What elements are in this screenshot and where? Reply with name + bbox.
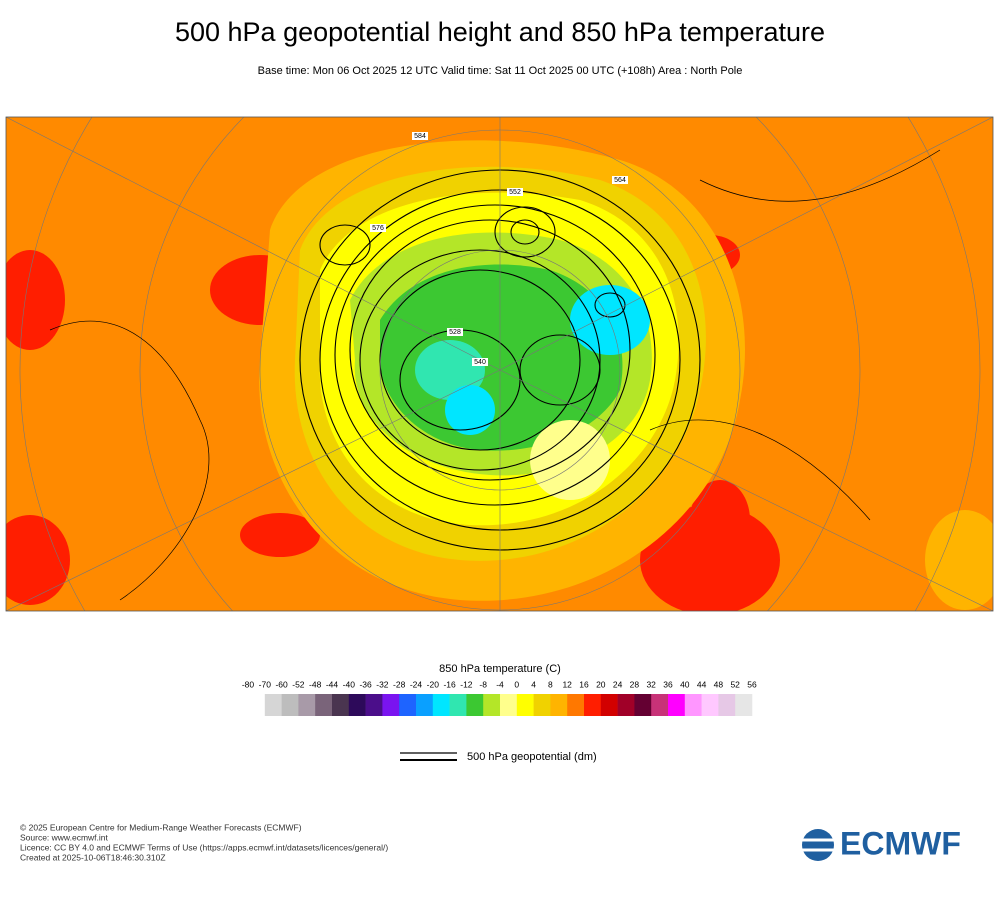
contour-legend-label: 500 hPa geopotential (dm) — [467, 751, 597, 763]
colorbar-tick-label: 24 — [613, 679, 623, 689]
colorbar-swatch — [365, 694, 383, 716]
colorbar-swatch — [668, 694, 686, 716]
colorbar-tick-label: 36 — [663, 679, 673, 689]
contour-label-box — [370, 224, 386, 232]
colorbar-tick-label: -32 — [376, 679, 389, 689]
colorbar-swatch — [533, 694, 551, 716]
footer-line: Source: www.ecmwf.int — [20, 832, 108, 842]
colorbar-swatch — [332, 694, 350, 716]
colorbar-swatch — [651, 694, 669, 716]
colorbar-tick-label: 8 — [548, 679, 553, 689]
colorbar-swatch — [449, 694, 467, 716]
colorbar-swatch — [701, 694, 719, 716]
contour-label-box — [412, 132, 428, 140]
colorbar-tick-label: -40 — [343, 679, 356, 689]
colorbar-tick-label: 28 — [630, 679, 640, 689]
colorbar-tick-label: -4 — [496, 679, 504, 689]
colorbar-tick-label: -24 — [410, 679, 423, 689]
contour-label: 552 — [509, 189, 521, 196]
contour-label-box — [507, 188, 523, 196]
colorbar-swatch — [399, 694, 417, 716]
contour-label: 584 — [414, 133, 426, 140]
contour-label-box — [612, 176, 628, 184]
logo-text: ECMWF — [840, 825, 961, 861]
colorbar-tick-label: -48 — [309, 679, 322, 689]
contour-label: 528 — [449, 329, 461, 336]
colorbar-swatch — [382, 694, 400, 716]
colorbar-tick-label: 32 — [646, 679, 656, 689]
colorbar-tick-label: -12 — [460, 679, 473, 689]
colorbar-swatch — [684, 694, 702, 716]
colorbar-swatch — [466, 694, 484, 716]
colorbar-tick-label: -60 — [275, 679, 288, 689]
colorbar-swatch — [281, 694, 299, 716]
colorbar-tick-label: 44 — [697, 679, 707, 689]
colorbar-swatch — [550, 694, 568, 716]
colorbar-tick-label: -16 — [443, 679, 456, 689]
title: 500 hPa geopotential height and 850 hPa … — [175, 17, 825, 47]
colorbar-tick-label: -36 — [359, 679, 372, 689]
colorbar-swatch — [617, 694, 635, 716]
temperature-legend-title: 850 hPa temperature (C) — [439, 663, 561, 675]
colorbar-tick-label: -70 — [259, 679, 272, 689]
footer-line: Licence: CC BY 4.0 and ECMWF Terms of Us… — [20, 842, 388, 852]
logo-icon — [802, 829, 834, 861]
colorbar-tick-label: 4 — [531, 679, 536, 689]
colorbar-tick-label: -8 — [479, 679, 487, 689]
contour-label: 576 — [372, 225, 384, 232]
colorbar-swatch — [500, 694, 518, 716]
colorbar-swatch — [315, 694, 333, 716]
colorbar-swatch — [264, 694, 282, 716]
colorbar-tick-label: 52 — [730, 679, 740, 689]
contour-label-box — [447, 328, 463, 336]
colorbar-tick-label: -80 — [242, 679, 255, 689]
footer-line: Created at 2025-10-06T18:46:30.310Z — [20, 852, 166, 862]
colorbar-swatch — [516, 694, 534, 716]
map-frame — [5, 116, 994, 612]
colorbar-swatch — [600, 694, 618, 716]
colorbar-swatch — [718, 694, 736, 716]
colorbar-tick-label: 16 — [579, 679, 589, 689]
colorbar-tick-label: 40 — [680, 679, 690, 689]
logo: ECMWF — [802, 825, 961, 861]
footer-line: © 2025 European Centre for Medium-Range … — [20, 822, 302, 832]
contour-label-box — [472, 358, 488, 366]
colorbar-tick-label: 56 — [747, 679, 757, 689]
subtitle: Base time: Mon 06 Oct 2025 12 UTC Valid … — [258, 65, 743, 77]
colorbar-tick-label: 48 — [714, 679, 724, 689]
logo-icon-stripes — [802, 838, 834, 852]
colorbar-swatch — [735, 694, 753, 716]
colorbar-swatch — [348, 694, 366, 716]
colorbar-tick-label: 12 — [562, 679, 572, 689]
map — [6, 117, 993, 611]
colorbar-swatch — [298, 694, 316, 716]
colorbar-swatch — [584, 694, 602, 716]
colorbar-tick-label: -28 — [393, 679, 406, 689]
colorbar-tick-label: -44 — [326, 679, 339, 689]
colorbar-swatch — [432, 694, 450, 716]
colorbar-tick-label: -52 — [292, 679, 305, 689]
colorbar-swatch — [483, 694, 501, 716]
colorbar-tick-label: 20 — [596, 679, 606, 689]
colorbar-tick-label: -20 — [427, 679, 440, 689]
colorbar-tick-label: 0 — [514, 679, 519, 689]
contour-label: 564 — [614, 177, 626, 184]
colorbar-swatch — [416, 694, 434, 716]
contour-label: 540 — [474, 359, 486, 366]
colorbar-swatch — [634, 694, 652, 716]
colorbar-swatch — [567, 694, 585, 716]
